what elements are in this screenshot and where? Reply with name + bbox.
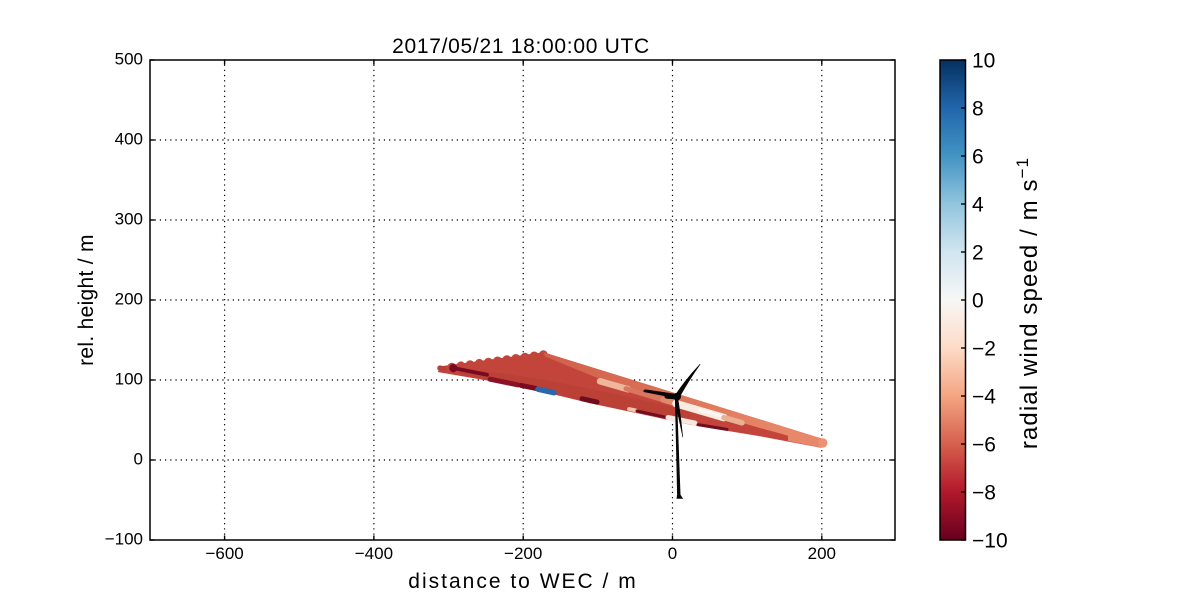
svg-text:−200: −200 [504, 544, 542, 563]
svg-text:6: 6 [972, 146, 984, 169]
svg-text:−2: −2 [972, 338, 996, 361]
svg-text:−10: −10 [972, 530, 1008, 553]
svg-text:−600: −600 [205, 544, 243, 563]
svg-text:10: 10 [972, 50, 995, 73]
svg-text:−400: −400 [355, 544, 393, 563]
svg-text:0: 0 [134, 450, 143, 469]
svg-text:4: 4 [972, 194, 984, 217]
svg-text:−6: −6 [972, 434, 996, 457]
svg-text:0: 0 [972, 290, 984, 313]
svg-text:distance to WEC / m: distance to WEC / m [408, 570, 637, 593]
svg-text:300: 300 [115, 210, 143, 229]
svg-text:200: 200 [115, 290, 143, 309]
svg-text:−4: −4 [972, 386, 996, 409]
svg-text:8: 8 [972, 98, 984, 121]
svg-text:0: 0 [668, 544, 677, 563]
svg-text:200: 200 [808, 544, 836, 563]
svg-text:2: 2 [972, 242, 984, 265]
svg-text:400: 400 [115, 130, 143, 149]
svg-text:rel. height / m: rel. height / m [75, 234, 98, 366]
svg-text:2017/05/21 18:00:00 UTC: 2017/05/21 18:00:00 UTC [392, 35, 650, 58]
svg-text:500: 500 [115, 50, 143, 69]
svg-text:radial wind speed / m s−1: radial wind speed / m s−1 [1013, 157, 1043, 449]
svg-text:100: 100 [115, 370, 143, 389]
svg-text:−100: −100 [105, 530, 143, 549]
svg-text:−8: −8 [972, 482, 996, 505]
